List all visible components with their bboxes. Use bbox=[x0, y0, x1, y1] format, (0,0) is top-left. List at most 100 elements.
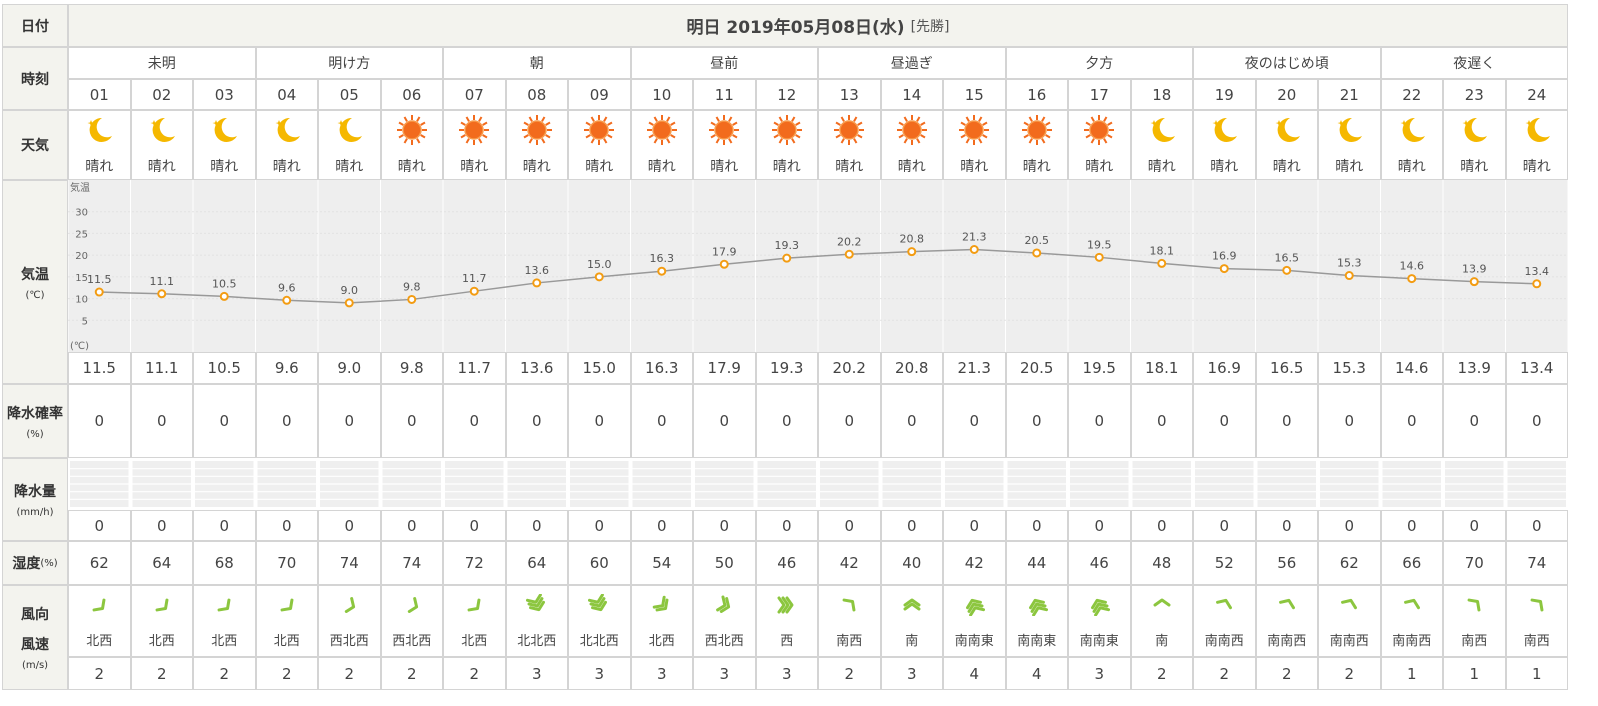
wind-cell: 北西 bbox=[443, 585, 506, 657]
wind-arrow-icon bbox=[213, 594, 235, 620]
wind-arrow-icon bbox=[276, 594, 298, 620]
wind-direction-value: 南南西 bbox=[1392, 633, 1432, 649]
temperature-point bbox=[1157, 258, 1167, 268]
weather-text: 晴れ bbox=[1397, 159, 1426, 175]
temperature-point bbox=[94, 287, 104, 297]
moon-icon bbox=[1396, 114, 1428, 150]
sun-icon bbox=[771, 114, 803, 150]
temperature-line bbox=[99, 248, 1537, 304]
wind-arrow-icon bbox=[713, 594, 735, 620]
humidity-label: 湿度 (%) bbox=[2, 541, 68, 585]
temperature-data-label: 18.1 bbox=[1150, 244, 1175, 257]
temperature-value: 9.0 bbox=[318, 352, 381, 384]
temperature-data-label: 19.5 bbox=[1087, 238, 1112, 251]
weather-cell: 晴れ bbox=[1255, 110, 1318, 180]
wind-cell: 南南西 bbox=[1255, 585, 1318, 657]
wind-direction-value: 西北西 bbox=[392, 633, 432, 649]
period-2: 明け方 bbox=[255, 47, 443, 79]
weather-text: 晴れ bbox=[147, 159, 176, 175]
precip-prob-value: 0 bbox=[568, 384, 631, 458]
precip-prob-value: 0 bbox=[1318, 384, 1381, 458]
temperature-data-label: 10.5 bbox=[212, 277, 237, 290]
weather-cell: 晴れ bbox=[880, 110, 943, 180]
humidity-value: 44 bbox=[1005, 541, 1068, 585]
wind-direction-value: 北西 bbox=[648, 633, 675, 649]
wind-label: 風向 風速 (m/s) bbox=[2, 585, 68, 690]
hour-12: 12 bbox=[755, 79, 818, 110]
temperature-point bbox=[532, 278, 542, 288]
precip-prob-value: 0 bbox=[693, 384, 756, 458]
precip-amount-value: 0 bbox=[1318, 510, 1381, 541]
hour-24: 24 bbox=[1505, 79, 1568, 110]
temperature-data-label: 20.5 bbox=[1025, 234, 1050, 247]
precip-amount-value: 0 bbox=[1005, 510, 1068, 541]
humidity-value: 52 bbox=[1193, 541, 1256, 585]
rokuyo-tag: [先勝] bbox=[910, 18, 950, 35]
wind-arrow-icon bbox=[1463, 594, 1485, 620]
humidity-value: 62 bbox=[68, 541, 131, 585]
y-tick-label: 10 bbox=[75, 295, 88, 306]
temperature-data-label: 11.1 bbox=[150, 275, 175, 288]
precip-prob-value: 0 bbox=[193, 384, 256, 458]
wind-cell: 南西 bbox=[1505, 585, 1568, 657]
hour-13: 13 bbox=[818, 79, 881, 110]
wind-direction-value: 南南東 bbox=[1017, 633, 1057, 649]
temperature-value: 20.5 bbox=[1005, 352, 1068, 384]
chart-y-unit: (℃) bbox=[70, 341, 89, 352]
wind-direction-value: 北西 bbox=[148, 633, 175, 649]
wind-cell: 南南東 bbox=[1068, 585, 1131, 657]
temperature-data-label: 13.6 bbox=[525, 264, 550, 277]
wind-speed-value: 3 bbox=[1068, 657, 1131, 690]
temperature-chart: 5 10 15 20 25 30 気温 (℃) 11.5 11.1 10.5 9.6 9.0 9.8 11.… bbox=[68, 180, 1568, 352]
weather-text: 晴れ bbox=[210, 159, 239, 175]
temperature-value: 15.3 bbox=[1318, 352, 1381, 384]
humidity-value: 42 bbox=[943, 541, 1006, 585]
temperature-value: 9.6 bbox=[255, 352, 318, 384]
hour-09: 09 bbox=[568, 79, 631, 110]
temperature-point bbox=[719, 259, 729, 269]
precip-prob-value: 0 bbox=[818, 384, 881, 458]
moon-icon bbox=[1208, 114, 1240, 150]
wind-speed-value: 2 bbox=[193, 657, 256, 690]
humidity-value: 72 bbox=[443, 541, 506, 585]
wind-cell: 北西 bbox=[630, 585, 693, 657]
wind-cell: 南 bbox=[1130, 585, 1193, 657]
sun-icon bbox=[708, 114, 740, 150]
wind-speed-value: 3 bbox=[755, 657, 818, 690]
precip-amount-label-text: 降水量 bbox=[14, 484, 56, 500]
period-8: 夜遅く bbox=[1380, 47, 1568, 79]
wind-arrow-icon bbox=[525, 592, 548, 620]
weather-text: 晴れ bbox=[1085, 159, 1114, 175]
precip-prob-value: 0 bbox=[255, 384, 318, 458]
weather-text: 晴れ bbox=[1272, 159, 1301, 175]
temperature-point bbox=[157, 289, 167, 299]
wind-speed-value: 2 bbox=[1255, 657, 1318, 690]
weather-text: 晴れ bbox=[710, 159, 739, 175]
temperature-value: 13.9 bbox=[1443, 352, 1506, 384]
precip-amount-value: 0 bbox=[630, 510, 693, 541]
precip-amount-chart bbox=[70, 461, 1566, 507]
precip-amount-value: 0 bbox=[1255, 510, 1318, 541]
weather-text: 晴れ bbox=[460, 159, 489, 175]
wind-speed-label: 風速 bbox=[21, 637, 49, 653]
temperature-value: 13.6 bbox=[505, 352, 568, 384]
weather-cell: 晴れ bbox=[630, 110, 693, 180]
temperature-value: 10.5 bbox=[193, 352, 256, 384]
wind-direction-value: 北西 bbox=[273, 633, 300, 649]
wind-cell: 南南西 bbox=[1380, 585, 1443, 657]
wind-arrow-icon bbox=[1088, 594, 1111, 620]
temperature-unit: (℃) bbox=[25, 289, 45, 301]
wind-speed-value: 2 bbox=[443, 657, 506, 690]
humidity-value: 50 bbox=[693, 541, 756, 585]
humidity-value: 68 bbox=[193, 541, 256, 585]
wind-direction-value: 西北西 bbox=[704, 633, 744, 649]
precip-prob-value: 0 bbox=[630, 384, 693, 458]
precip-prob-value: 0 bbox=[443, 384, 506, 458]
temperature-data-label: 15.0 bbox=[587, 258, 612, 271]
temperature-data-label: 11.5 bbox=[87, 273, 112, 286]
precip-amount-value: 0 bbox=[818, 510, 881, 541]
humidity-value: 74 bbox=[1505, 541, 1568, 585]
hour-08: 08 bbox=[505, 79, 568, 110]
temperature-data-label: 14.6 bbox=[1400, 260, 1425, 273]
